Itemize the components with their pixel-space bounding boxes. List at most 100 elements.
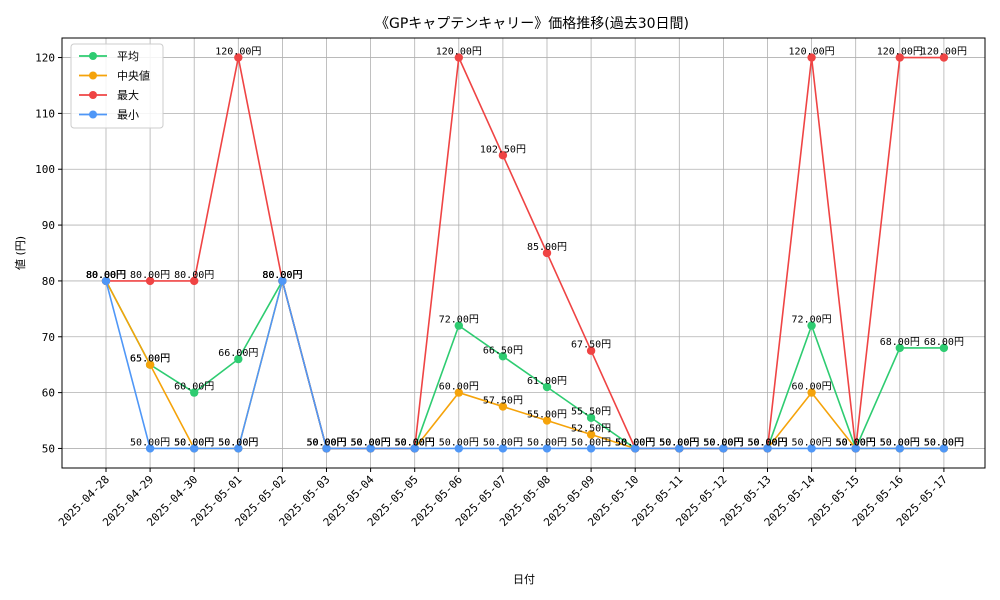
data-label: 50.00円 <box>527 437 567 448</box>
series-3 <box>101 276 949 453</box>
data-point <box>542 416 552 425</box>
data-label: 50.00円 <box>174 437 214 448</box>
legend-item: 最大 <box>79 88 139 102</box>
data-point <box>586 346 596 355</box>
data-label: 50.00円 <box>659 437 699 448</box>
legend-label: 平均 <box>117 50 139 63</box>
data-point <box>145 444 155 453</box>
data-label: 50.00円 <box>306 437 346 448</box>
data-label: 80.00円 <box>262 270 302 281</box>
data-label: 50.00円 <box>395 437 435 448</box>
legend-marker <box>89 110 97 119</box>
data-point <box>763 444 772 453</box>
data-point <box>454 444 463 453</box>
data-label: 68.00円 <box>880 337 920 348</box>
data-point <box>807 388 816 397</box>
data-label: 50.00円 <box>836 437 876 448</box>
legend-item: 最小 <box>79 109 139 122</box>
data-point <box>542 444 552 453</box>
y-tick-label: 100 <box>35 163 55 176</box>
data-label: 102.50円 <box>480 144 526 155</box>
data-label: 50.00円 <box>218 437 258 448</box>
data-point <box>410 444 419 453</box>
data-label: 80.00円 <box>262 270 302 281</box>
data-point <box>145 360 155 369</box>
data-label: 50.00円 <box>351 437 391 448</box>
data-label: 50.00円 <box>792 437 832 448</box>
data-label: 80.00円 <box>86 270 126 281</box>
legend-marker <box>89 91 97 99</box>
data-point <box>586 413 596 422</box>
data-label: 50.00円 <box>439 437 479 448</box>
data-label: 50.00円 <box>836 437 876 448</box>
data-point <box>542 382 552 392</box>
data-point <box>631 444 640 453</box>
data-point <box>939 53 949 62</box>
data-point <box>234 53 243 62</box>
data-label: 120.00円 <box>436 47 482 58</box>
data-label: 50.00円 <box>306 437 346 448</box>
data-point <box>454 321 463 330</box>
data-point <box>190 444 199 453</box>
data-point <box>895 343 904 353</box>
data-point <box>807 321 816 330</box>
legend-label: 最大 <box>117 88 139 102</box>
data-point <box>145 276 155 286</box>
data-label: 50.00円 <box>130 437 170 448</box>
data-point <box>190 388 199 397</box>
chart-title: 《GPキャプテンキャリー》価格推移(過去30日間) <box>375 16 689 32</box>
data-label: 50.00円 <box>924 437 964 448</box>
data-label: 50.00円 <box>615 437 655 448</box>
data-label: 80.00円 <box>174 270 214 281</box>
data-label: 50.00円 <box>615 437 655 448</box>
data-point <box>851 444 860 453</box>
legend-marker <box>89 71 97 80</box>
data-label: 55.50円 <box>571 407 611 418</box>
data-label: 68.00円 <box>924 337 964 348</box>
legend-label: 中央値 <box>117 70 150 83</box>
data-label: 50.00円 <box>218 437 258 448</box>
data-label: 50.00円 <box>924 437 964 448</box>
data-label: 50.00円 <box>395 437 435 448</box>
data-label: 50.00円 <box>659 437 699 448</box>
data-point <box>807 444 816 453</box>
data-label: 80.00円 <box>130 270 170 281</box>
data-label: 50.00円 <box>659 437 699 448</box>
grid <box>62 38 985 468</box>
data-label: 61.00円 <box>527 376 567 387</box>
data-point <box>939 343 949 353</box>
data-labels: 80.00円 65.00円 60.00円 66.00円 80.00円 50.00円 50.0… <box>86 47 967 449</box>
data-label: 80.00円 <box>262 270 302 281</box>
legend-marker <box>89 52 97 60</box>
data-label: 50.00円 <box>659 437 699 448</box>
data-label: 120.00円 <box>921 47 967 58</box>
series-0 <box>101 276 949 453</box>
data-label: 50.00円 <box>571 437 611 448</box>
data-label: 50.00円 <box>351 437 391 448</box>
data-label: 50.00円 <box>747 437 787 448</box>
data-label: 65.00円 <box>130 354 170 365</box>
data-label: 72.00円 <box>792 315 832 326</box>
series-line <box>106 54 944 450</box>
data-label: 52.50円 <box>571 423 611 434</box>
plot-frame <box>61 37 986 469</box>
data-point <box>939 444 949 453</box>
data-label: 50.00円 <box>306 437 346 448</box>
data-point <box>719 444 728 453</box>
data-label: 80.00円 <box>86 270 126 281</box>
data-point <box>498 151 508 160</box>
legend-label: 最小 <box>117 109 139 122</box>
data-point <box>322 444 331 453</box>
data-label: 50.00円 <box>306 437 346 448</box>
data-label: 55.00円 <box>527 410 567 421</box>
y-tick-label: 70 <box>42 331 55 344</box>
data-label: 72.00円 <box>439 315 479 326</box>
data-point <box>234 354 243 364</box>
data-point <box>895 53 904 62</box>
data-label: 120.00円 <box>877 47 923 58</box>
y-axis-label: 値 (円) <box>14 236 27 270</box>
data-point <box>190 276 199 286</box>
